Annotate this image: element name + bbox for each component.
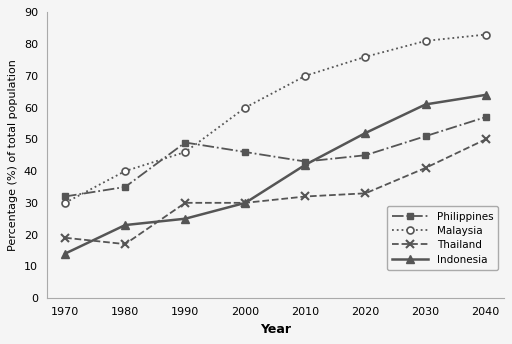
Malaysia [483, 32, 489, 36]
Line: Thailand: Thailand [61, 135, 490, 248]
Indonesia [242, 201, 248, 205]
Line: Indonesia: Indonesia [61, 91, 490, 258]
Thailand [302, 194, 308, 198]
Thailand [422, 166, 429, 170]
Thailand [182, 201, 188, 205]
Malaysia [422, 39, 429, 43]
Line: Malaysia: Malaysia [61, 31, 489, 206]
Thailand [362, 191, 369, 195]
Malaysia [122, 169, 128, 173]
Indonesia [483, 93, 489, 97]
Philippines [242, 150, 248, 154]
Indonesia [422, 103, 429, 107]
Malaysia [242, 106, 248, 110]
Indonesia [62, 251, 68, 256]
Thailand [242, 201, 248, 205]
Philippines [182, 140, 188, 144]
Philippines [362, 153, 369, 157]
Line: Philippines: Philippines [61, 114, 489, 200]
Thailand [122, 242, 128, 246]
Malaysia [62, 201, 68, 205]
Legend: Philippines, Malaysia, Thailand, Indonesia: Philippines, Malaysia, Thailand, Indones… [387, 206, 499, 270]
Thailand [62, 236, 68, 240]
Malaysia [302, 74, 308, 78]
Thailand [483, 137, 489, 141]
Philippines [302, 160, 308, 164]
Philippines [122, 185, 128, 189]
Indonesia [362, 131, 369, 135]
Malaysia [362, 55, 369, 59]
Indonesia [302, 163, 308, 167]
Philippines [422, 134, 429, 138]
Philippines [62, 194, 68, 198]
Philippines [483, 115, 489, 119]
X-axis label: Year: Year [260, 323, 291, 336]
Indonesia [182, 217, 188, 221]
Y-axis label: Percentage (%) of total population: Percentage (%) of total population [8, 59, 18, 251]
Malaysia [182, 150, 188, 154]
Indonesia [122, 223, 128, 227]
